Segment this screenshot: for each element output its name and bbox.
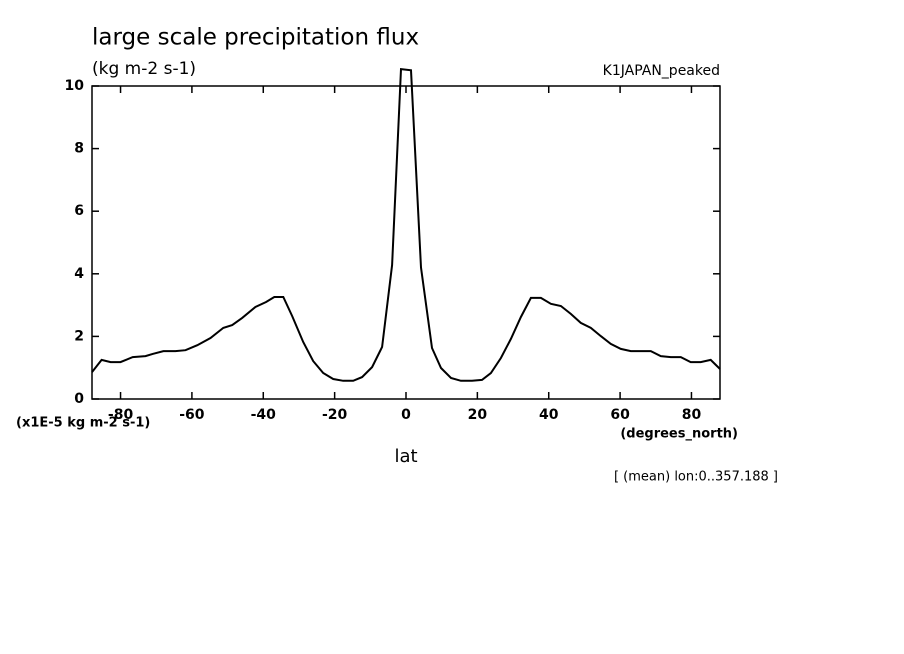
- y-tick-label: 6: [74, 203, 84, 219]
- x-tick-label: -80: [108, 407, 134, 423]
- x-tick-label: 80: [682, 407, 702, 423]
- y-tick-label: 10: [65, 78, 85, 94]
- x-tick-label: -60: [179, 407, 205, 423]
- x-tick-label: -40: [251, 407, 277, 423]
- x-unit-label: (degrees_north): [620, 427, 738, 442]
- chart-title: large scale precipitation flux: [92, 25, 419, 51]
- x-axis-title: lat: [394, 446, 417, 467]
- annotation: [ (mean) lon:0..357.188 ]: [614, 470, 778, 485]
- chart-subtitle: (kg m-2 s-1): [92, 59, 196, 79]
- x-tick-label: 0: [401, 407, 411, 423]
- data-line: [91, 67, 721, 382]
- y-tick-label: 0: [74, 391, 84, 407]
- y-tick-label: 2: [74, 328, 84, 344]
- x-tick-label: 40: [539, 407, 559, 423]
- x-tick-label: 20: [468, 407, 488, 423]
- experiment-label: K1JAPAN_peaked: [603, 63, 720, 79]
- x-tick-label: 60: [610, 407, 630, 423]
- y-unit-label: (x1E-5 kg m-2 s-1): [16, 416, 150, 431]
- x-tick-label: -20: [322, 407, 348, 423]
- y-tick-label: 8: [74, 141, 84, 157]
- plot-frame: [91, 85, 721, 400]
- y-tick-label: 4: [74, 266, 84, 282]
